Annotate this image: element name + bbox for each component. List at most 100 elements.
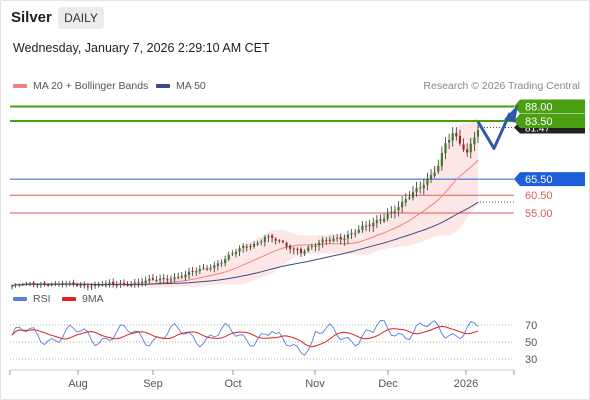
candle-body (448, 139, 451, 143)
candle-body (328, 239, 331, 241)
scenario-arrow (476, 112, 512, 150)
candle-body (462, 144, 465, 150)
level-tag-88.00 (514, 99, 585, 114)
candle-body (321, 239, 324, 243)
candle-body (50, 284, 53, 286)
candle-body (354, 233, 357, 235)
rsi-ma-swatch-icon (62, 297, 76, 301)
candle-body (115, 284, 118, 286)
candle-body (314, 245, 317, 247)
candle-body (285, 242, 288, 247)
datetime-label: Wednesday, January 7, 2026 2:29:10 AM CE… (13, 41, 270, 55)
level-label-65.50: 65.50 (525, 174, 553, 186)
candle-body (148, 278, 151, 281)
candle-body (162, 278, 165, 280)
candle-body (10, 285, 14, 287)
ma50-swatch-icon (156, 84, 170, 88)
candle-body (187, 271, 191, 275)
candle-body (75, 285, 79, 287)
candle-body (86, 286, 89, 288)
candle-body (325, 240, 328, 242)
level-tag-top-83.50 (514, 114, 585, 128)
x-tick-label-Nov: Nov (305, 378, 325, 390)
candle-body (213, 265, 216, 269)
candle-body (126, 284, 129, 286)
candle-body (104, 283, 107, 286)
candle-body (368, 224, 371, 226)
candle-body (429, 175, 433, 180)
ma20-swatch-icon (13, 84, 27, 88)
candle-body (281, 240, 285, 243)
candle-body (361, 225, 364, 230)
rsi-tick-50: 50 (525, 337, 537, 349)
candle-body (466, 149, 469, 153)
x-tick-label-Dec: Dec (378, 378, 398, 390)
candle-body (437, 165, 440, 172)
candle-body (28, 283, 32, 285)
legend-ma20-label: MA 20 + Bollinger Bands (33, 80, 149, 92)
candle-body (39, 283, 42, 285)
candle-body (18, 284, 21, 286)
timeframe-button[interactable]: DAILY (58, 7, 104, 29)
legend-rsi-label: RSI (33, 293, 51, 305)
candle-body (220, 262, 223, 264)
candle-body (307, 247, 310, 252)
candle-body (426, 179, 429, 185)
candle-body (245, 246, 248, 248)
candle-body (390, 211, 393, 214)
candle-body (401, 202, 404, 208)
candle-body (72, 282, 75, 285)
candle-body (317, 242, 321, 246)
candle-body (198, 269, 201, 272)
legend-ma20: MA 20 + Bollinger Bands (13, 80, 148, 92)
candle-body (249, 246, 252, 248)
candle-body (191, 270, 194, 272)
rsi-tick-70: 70 (525, 320, 537, 332)
candle-body (90, 286, 93, 288)
candle-body (404, 199, 407, 203)
symbol-title: Silver (11, 9, 52, 26)
rsi-tick-30: 30 (525, 354, 537, 366)
candle-body (278, 240, 281, 242)
candle-body (205, 268, 209, 270)
candle-body (444, 143, 447, 154)
research-credit: Research © 2026 Trading Central (423, 80, 580, 92)
candle-body (267, 236, 270, 238)
candle-body (339, 237, 342, 240)
level-tag-65.50 (514, 172, 585, 187)
candle-body (289, 245, 292, 249)
candle-body (108, 282, 111, 285)
candle-body (83, 284, 86, 286)
legend-ma50: MA 50 (156, 80, 206, 92)
candle-body (224, 259, 227, 264)
candle-body (61, 283, 64, 285)
candle-body (180, 276, 183, 278)
candle-body (112, 281, 115, 285)
candle-body (252, 243, 256, 247)
candle-body (372, 222, 375, 227)
candle-body (263, 237, 266, 242)
candle-body (336, 237, 339, 239)
x-tick-label-Aug: Aug (68, 378, 88, 390)
candle-body (234, 251, 238, 254)
candle-body (332, 238, 335, 242)
candle-body (473, 137, 476, 145)
candle-body (122, 283, 126, 285)
level-label-60.50: 60.50 (525, 190, 553, 202)
candle-body (173, 277, 176, 280)
candle-body (383, 218, 386, 222)
candle-body (79, 284, 82, 286)
ma50-line (11, 201, 479, 287)
candle-body (393, 211, 396, 213)
candle-body (469, 143, 472, 153)
candle-body (299, 249, 303, 253)
candle-body (440, 152, 443, 167)
candle-body (476, 130, 480, 137)
candle-body (32, 282, 35, 285)
candle-body (256, 242, 259, 245)
candle-body (415, 188, 418, 193)
candle-body (238, 248, 241, 252)
scenario-arrowhead (504, 104, 518, 123)
candle-body (202, 267, 205, 269)
